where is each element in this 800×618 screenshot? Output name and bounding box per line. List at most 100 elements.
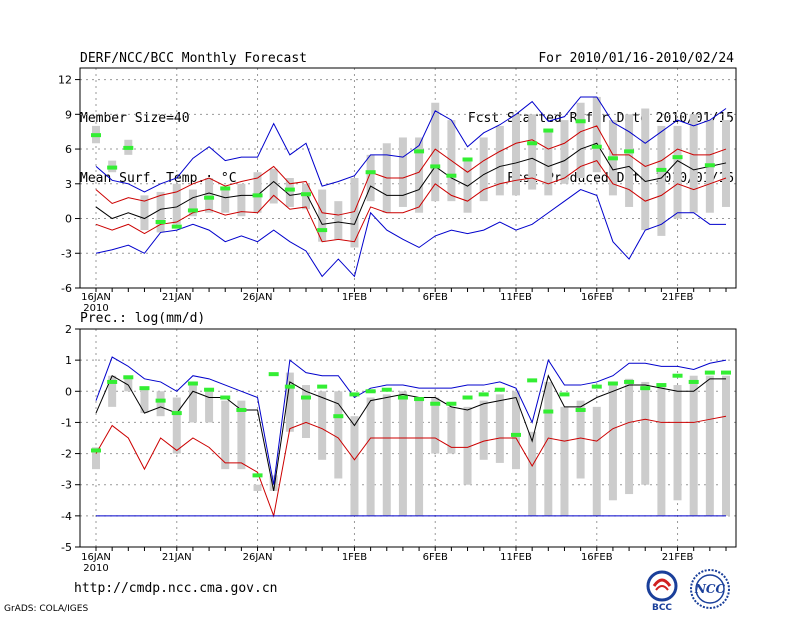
- spread-box: [673, 125, 682, 219]
- observation-mark: [721, 370, 731, 375]
- ncc-logo-text: NCC: [694, 582, 726, 596]
- observation-mark: [527, 141, 538, 146]
- spread-box: [398, 391, 407, 516]
- panel-title: Prec.: log(mm/d): [80, 311, 205, 326]
- spread-box: [415, 397, 424, 516]
- observation-mark: [91, 448, 101, 453]
- spread-box: [463, 406, 472, 485]
- spread-box: [512, 114, 520, 196]
- observation-mark: [123, 375, 134, 380]
- plot-frame: [79, 328, 737, 548]
- observation-mark: [591, 144, 602, 149]
- observation-mark: [607, 381, 618, 386]
- series-line-max: [95, 96, 727, 193]
- observation-mark: [252, 193, 263, 198]
- spread-box: [334, 201, 343, 240]
- spread-box: [237, 400, 246, 470]
- y-tick-label: 3: [65, 178, 72, 191]
- spread-box: [705, 375, 714, 516]
- spread-box: [528, 431, 537, 516]
- series-line-upper: [95, 125, 727, 216]
- spread-box: [657, 125, 666, 236]
- observation-mark: [220, 395, 231, 400]
- spread-box: [172, 183, 181, 225]
- observation-mark: [365, 389, 376, 394]
- spread-box: [318, 391, 327, 460]
- spread-box: [528, 114, 537, 190]
- spread-box: [560, 120, 569, 184]
- y-tick-label: 1: [65, 354, 72, 367]
- spread-box: [205, 388, 214, 423]
- spread-box: [124, 375, 133, 392]
- spread-box: [641, 381, 650, 485]
- x-tick-label: 26JAN: [243, 552, 273, 563]
- spread-box: [479, 400, 488, 460]
- observation-mark: [543, 128, 554, 133]
- observation-mark: [171, 411, 182, 416]
- observation-mark: [462, 157, 473, 162]
- x-tick-sublabel: 2010: [83, 303, 108, 314]
- spread-box: [350, 416, 359, 516]
- spread-box: [285, 372, 294, 432]
- spread-box: [302, 183, 310, 210]
- series-line-lower: [95, 160, 727, 243]
- observation-mark: [187, 208, 198, 213]
- observation-mark: [236, 407, 247, 412]
- observation-mark: [575, 119, 586, 124]
- y-tick-label: 0: [65, 385, 72, 398]
- observation-mark: [575, 407, 586, 412]
- plot-frame: [79, 67, 737, 289]
- spread-box: [188, 189, 197, 217]
- x-tick-label: 6FEB: [423, 292, 448, 303]
- spread-box: [398, 137, 407, 207]
- observation-mark: [559, 392, 570, 397]
- observation-mark: [155, 398, 166, 403]
- x-tick-label: 11FEB: [500, 552, 532, 563]
- series-line-max: [95, 356, 727, 485]
- spread-box: [156, 391, 165, 417]
- spread-box: [156, 191, 165, 233]
- spread-box: [302, 385, 310, 438]
- spread-box: [366, 154, 375, 202]
- spread-box: [608, 381, 617, 501]
- observation-mark: [123, 145, 134, 150]
- bcc-logo-icon: BCC: [646, 570, 678, 612]
- x-tick-label: 16FEB: [581, 552, 613, 563]
- x-tick-label: 1FEB: [342, 552, 367, 563]
- spread-box: [463, 160, 472, 213]
- spread-box: [544, 381, 553, 516]
- forecast-range: For 2010/01/16-2010/02/24: [538, 51, 734, 66]
- spread-box: [92, 447, 100, 470]
- y-tick-label: 2: [65, 323, 72, 336]
- spread-box: [108, 375, 117, 407]
- y-tick-label: -2: [61, 448, 72, 461]
- spread-box: [415, 137, 424, 213]
- spread-box: [237, 183, 246, 217]
- observation-mark: [656, 167, 667, 172]
- spread-box: [431, 397, 440, 454]
- observation-mark: [268, 372, 279, 377]
- source-url[interactable]: http://cmdp.ncc.cma.gov.cn: [74, 581, 278, 596]
- y-tick-label: 12: [58, 74, 72, 87]
- ncc-logo-icon: NCC: [690, 569, 730, 609]
- spread-box: [253, 484, 262, 491]
- series-line-mean: [95, 142, 727, 225]
- observation-mark: [430, 401, 441, 406]
- bcc-logo-text: BCC: [652, 603, 672, 612]
- spread-box: [382, 394, 391, 516]
- y-tick-label: 9: [65, 108, 72, 121]
- observation-mark: [139, 386, 150, 391]
- spread-box: [641, 108, 650, 231]
- spread-box: [285, 178, 294, 207]
- observation-mark: [171, 224, 182, 229]
- spread-box: [334, 391, 343, 479]
- observation-mark: [446, 173, 457, 178]
- spread-box: [689, 114, 698, 213]
- observation-mark: [333, 414, 344, 419]
- x-tick-label: 21FEB: [662, 292, 694, 303]
- spread-box: [253, 172, 262, 213]
- spread-box: [350, 178, 359, 248]
- member-size: Member Size=40: [80, 111, 190, 126]
